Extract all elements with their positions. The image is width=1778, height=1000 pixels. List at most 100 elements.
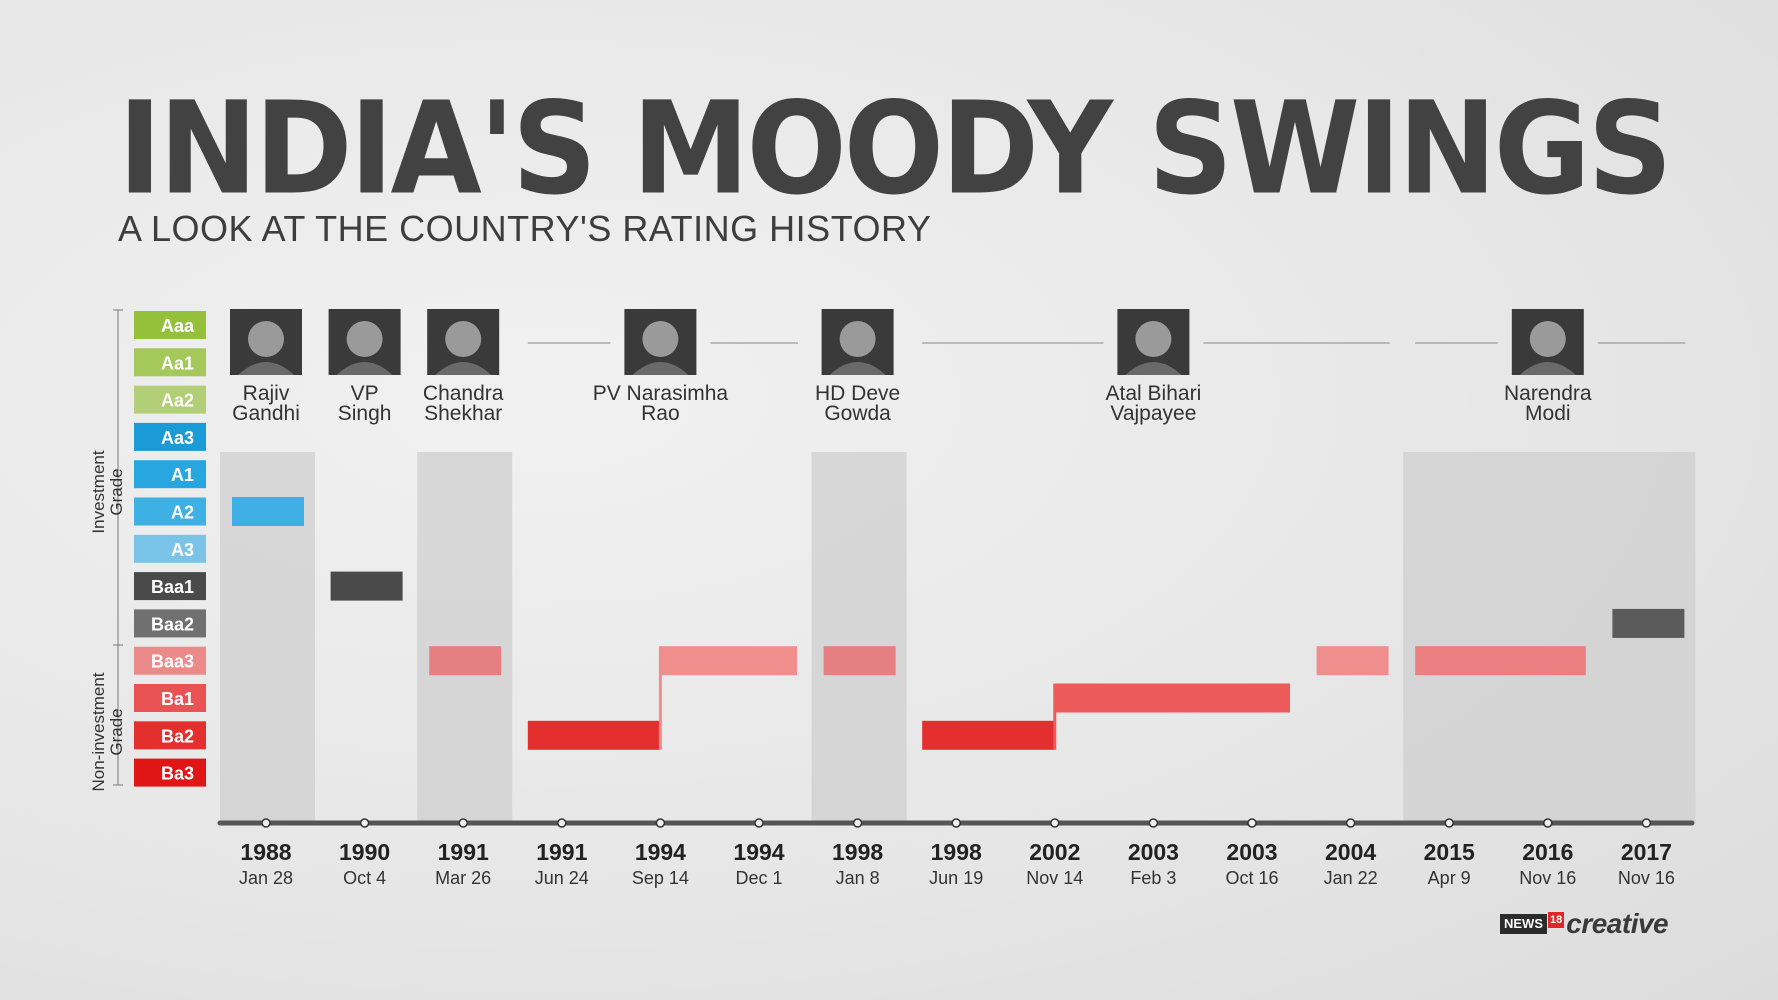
leader-portrait-face	[248, 321, 284, 357]
leader-band	[811, 452, 907, 823]
rating-scale-swatch	[134, 348, 206, 377]
leader-name: Gowda	[824, 402, 891, 425]
timeline-tick-dot	[1641, 818, 1652, 828]
rating-scale-swatch	[134, 497, 206, 526]
timeline-year-label: 2017	[1621, 839, 1672, 865]
rating-scale-swatch	[134, 422, 206, 451]
investment-grade-label: Investment	[89, 450, 108, 533]
timeline-date-label: Dec 1	[735, 868, 782, 888]
leader-portrait-body	[336, 362, 393, 375]
timeline-tick-dot	[1444, 818, 1454, 828]
rating-scale-label: Baa2	[151, 614, 194, 634]
timeline-year-label: 1998	[931, 839, 982, 865]
leader-portrait-face	[1529, 321, 1566, 357]
rating-scale-swatch	[134, 460, 206, 489]
timeline-date-label: Oct 4	[343, 868, 386, 888]
rating-scale-label: Ba2	[161, 726, 194, 746]
timeline-date-label: Jun 19	[929, 868, 983, 888]
rating-bar	[1316, 646, 1389, 676]
leader-name: PV Narasimha	[593, 382, 729, 405]
rating-scale-label: Ba1	[161, 689, 194, 709]
timeline-tick-dot	[951, 818, 961, 828]
rating-scale-label: Aa1	[161, 353, 194, 373]
timeline-tick-dot	[458, 818, 468, 828]
timeline-year-label: 1991	[536, 839, 587, 865]
timeline-date-label: Feb 3	[1130, 868, 1176, 888]
leader-name: Chandra	[423, 382, 504, 405]
leader-portrait-body	[1125, 362, 1182, 375]
rating-scale-label: Aa2	[161, 391, 194, 411]
rating-bar	[922, 720, 1055, 750]
rating-scale-swatch	[134, 758, 206, 787]
leader-portrait-body	[435, 362, 492, 375]
timeline-date-label: Oct 16	[1225, 868, 1278, 888]
timeline-year-label: 2015	[1424, 839, 1475, 865]
logo-18-text: 18	[1548, 912, 1565, 928]
timeline-date-label: Mar 26	[435, 868, 491, 888]
rating-scale-label: A3	[171, 540, 194, 560]
rating-scale-swatch	[134, 572, 206, 601]
rating-scale-swatch	[134, 311, 206, 339]
rating-scale-label: A2	[171, 503, 194, 523]
rating-bar	[429, 646, 502, 676]
rating-scale-label: A1	[171, 465, 194, 485]
timeline-tick-dot	[1543, 818, 1553, 828]
timeline-tick-dot	[655, 818, 666, 828]
leader-name: VP	[351, 382, 379, 405]
non-investment-grade-label: Grade	[107, 708, 126, 755]
timeline-year-label: 1990	[339, 839, 390, 865]
rating-bar	[660, 646, 797, 676]
timeline-tick-dot	[261, 818, 271, 828]
timeline-year-label: 1994	[733, 839, 784, 865]
rating-scale-swatch	[134, 534, 206, 563]
timeline-date-label: Sep 14	[632, 868, 689, 888]
page-subtitle: A LOOK AT THE COUNTRY'S RATING HISTORY	[118, 208, 932, 249]
timeline-year-label: 2004	[1325, 839, 1376, 865]
timeline-tick-dot	[557, 818, 567, 828]
leader-portrait-body	[238, 362, 294, 375]
rating-scale-swatch	[134, 385, 206, 414]
page-title: INDIA'S MOODY SWINGS	[118, 73, 1673, 223]
timeline-date-label: Jun 24	[535, 868, 589, 888]
leader-band	[417, 452, 513, 823]
timeline-tick-dot	[1148, 818, 1159, 828]
leader-name: Shekhar	[424, 402, 502, 425]
leader-name: Rajiv	[243, 382, 290, 405]
timeline-tick-dot	[1247, 818, 1257, 828]
timeline-year-label: 2016	[1522, 839, 1573, 865]
timeline-year-label: 2003	[1128, 839, 1179, 865]
rating-bar	[527, 720, 661, 750]
logo-news-text: NEWS	[1500, 914, 1547, 934]
leader-name: Gandhi	[232, 402, 300, 425]
timeline-year-label: 1988	[240, 839, 291, 865]
leader-name: Atal Bihari	[1106, 382, 1202, 405]
rating-scale-label: Aaa	[161, 316, 195, 336]
leader-name: Singh	[338, 402, 392, 425]
rating-scale-label: Baa1	[151, 577, 194, 597]
leader-name: Vajpayee	[1110, 402, 1196, 425]
timeline-year-label: 1998	[832, 839, 883, 865]
rating-scale-label: Aa3	[161, 428, 194, 448]
rating-scale-swatch	[134, 721, 206, 750]
leader-portrait-face	[346, 321, 383, 357]
leader-portrait-body	[829, 362, 886, 375]
rating-bar	[330, 571, 403, 601]
timeline-tick-dot	[852, 818, 863, 828]
leader-portrait-face	[839, 321, 876, 357]
timeline-date-label: Nov 16	[1618, 868, 1675, 888]
rating-scale-swatch	[134, 646, 206, 675]
timeline-date-label: Jan 28	[239, 868, 293, 888]
timeline-tick-dot	[1345, 818, 1356, 828]
rating-bar	[1054, 683, 1290, 713]
rating-bar	[1612, 608, 1685, 638]
leader-portrait-face	[642, 321, 679, 357]
rating-bar	[823, 646, 896, 676]
timeline-date-label: Jan 8	[836, 868, 880, 888]
rating-scale-label: Baa3	[151, 652, 194, 672]
leader-portrait-body	[632, 362, 689, 375]
leader-portrait-face	[1135, 321, 1172, 357]
rating-bar	[1415, 646, 1586, 676]
timeline-year-label: 1994	[635, 839, 686, 865]
